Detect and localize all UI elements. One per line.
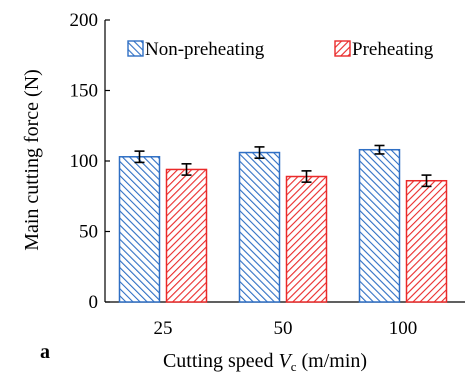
x-tick-label: 50 [274, 318, 293, 339]
y-tick-label: 50 [79, 222, 98, 243]
legend-label-preheating: Preheating [352, 39, 434, 60]
legend-label-non-preheating: Non-preheating [145, 39, 265, 60]
x-axis-title-variable: V [279, 350, 294, 372]
x-axis-title-suffix: (m/min) [297, 350, 368, 372]
x-tick-label: 100 [389, 318, 418, 339]
panel-label: a [40, 341, 50, 363]
bar-preheating [405, 179, 448, 303]
bar-non-preheating [358, 148, 401, 303]
x-axis-title-prefix: Cutting speed [163, 350, 279, 372]
x-axis-title-subscript: c [291, 359, 297, 374]
x-tick-label: 25 [154, 318, 173, 339]
y-tick-label: 150 [70, 81, 99, 102]
y-axis-title: Main cutting force (N) [21, 69, 43, 251]
y-tick-label: 0 [89, 292, 99, 313]
bar-preheating [165, 168, 208, 303]
bar-preheating [285, 175, 328, 303]
plot-area: 0 50 100 150 200 25 50 100 [70, 10, 465, 339]
bar-non-preheating [118, 156, 161, 303]
legend-swatch-non-preheating [127, 40, 144, 57]
legend-swatch-preheating [334, 40, 351, 57]
x-axis-title: Cutting speed Vc (m/min) [163, 350, 367, 374]
y-tick-label: 100 [70, 151, 99, 172]
legend: Non-preheating Preheating [127, 39, 434, 60]
y-tick-label: 200 [70, 10, 99, 31]
bar-non-preheating [238, 151, 281, 303]
